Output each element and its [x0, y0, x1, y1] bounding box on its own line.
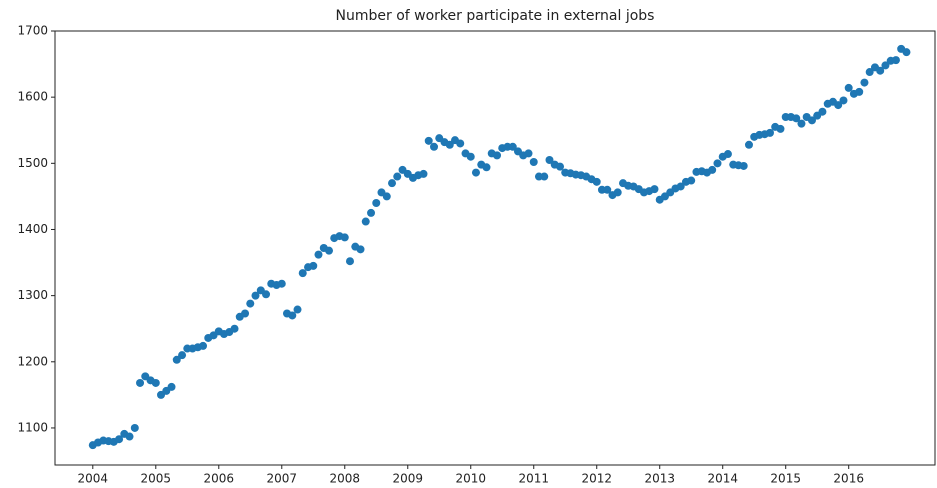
- point: [540, 172, 549, 181]
- point: [125, 432, 134, 441]
- x-tick-label: 2012: [581, 472, 612, 486]
- point: [251, 291, 260, 300]
- point: [288, 311, 297, 320]
- point: [314, 250, 323, 259]
- point: [115, 435, 124, 444]
- point: [493, 151, 502, 160]
- x-tick-label: 2016: [833, 472, 864, 486]
- point: [419, 169, 428, 178]
- point: [855, 87, 864, 96]
- point: [325, 246, 334, 255]
- point: [293, 305, 302, 314]
- x-tick-label: 2005: [141, 472, 172, 486]
- x-tick-label: 2008: [329, 472, 360, 486]
- point: [367, 208, 376, 217]
- point: [393, 172, 402, 181]
- point: [545, 156, 554, 165]
- point: [902, 48, 911, 57]
- point: [471, 168, 480, 177]
- point: [744, 140, 753, 149]
- point: [792, 114, 801, 123]
- x-tick-label: 2011: [518, 472, 549, 486]
- y-tick-label: 1100: [17, 420, 48, 434]
- x-tick-label: 2010: [455, 472, 486, 486]
- point: [891, 56, 900, 65]
- point: [298, 269, 307, 278]
- point: [130, 423, 139, 432]
- point: [356, 245, 365, 254]
- point: [388, 179, 397, 188]
- point: [167, 382, 176, 391]
- point: [776, 124, 785, 133]
- point: [361, 217, 370, 226]
- point: [797, 119, 806, 128]
- point: [713, 159, 722, 168]
- point: [309, 261, 318, 270]
- point: [482, 163, 491, 172]
- point: [592, 177, 601, 186]
- point: [834, 101, 843, 110]
- point: [603, 185, 612, 194]
- point: [372, 199, 381, 208]
- y-tick-label: 1600: [17, 90, 48, 104]
- point: [345, 257, 354, 266]
- x-tick-label: 2006: [204, 472, 235, 486]
- point: [529, 157, 538, 166]
- point: [430, 142, 439, 151]
- y-tick-label: 1300: [17, 288, 48, 302]
- point: [456, 139, 465, 148]
- x-tick-label: 2009: [392, 472, 423, 486]
- x-tick-label: 2015: [770, 472, 801, 486]
- point: [739, 161, 748, 170]
- y-tick-label: 1200: [17, 354, 48, 368]
- y-tick-label: 1700: [17, 24, 48, 38]
- x-tick-label: 2007: [266, 472, 297, 486]
- point: [340, 233, 349, 242]
- point: [382, 192, 391, 201]
- point: [839, 96, 848, 105]
- point: [424, 136, 433, 145]
- point: [556, 162, 565, 171]
- point: [865, 68, 874, 77]
- point: [508, 142, 517, 151]
- point: [151, 378, 160, 387]
- point: [246, 299, 255, 308]
- point: [723, 150, 732, 159]
- point: [818, 107, 827, 116]
- point: [445, 140, 454, 149]
- point: [676, 182, 685, 191]
- point: [524, 149, 533, 158]
- x-tick-label: 2004: [78, 472, 109, 486]
- y-tick-label: 1400: [17, 222, 48, 236]
- point: [765, 128, 774, 137]
- point: [136, 378, 145, 387]
- point: [860, 78, 869, 87]
- x-tick-label: 2013: [644, 472, 675, 486]
- point: [199, 341, 208, 350]
- plot-frame: [54, 30, 936, 466]
- point: [172, 355, 181, 364]
- point: [844, 83, 853, 92]
- x-tick-label: 2014: [707, 472, 738, 486]
- point: [178, 351, 187, 360]
- point: [687, 176, 696, 185]
- point: [241, 309, 250, 318]
- point: [650, 185, 659, 194]
- point: [230, 324, 239, 333]
- chart-title: Number of worker participate in external…: [336, 8, 655, 24]
- y-tick-label: 1500: [17, 156, 48, 170]
- point: [262, 290, 271, 299]
- point: [881, 61, 890, 70]
- point: [876, 66, 885, 75]
- point: [277, 279, 286, 288]
- point: [613, 188, 622, 197]
- point: [807, 116, 816, 125]
- point: [466, 152, 475, 161]
- point: [708, 165, 717, 174]
